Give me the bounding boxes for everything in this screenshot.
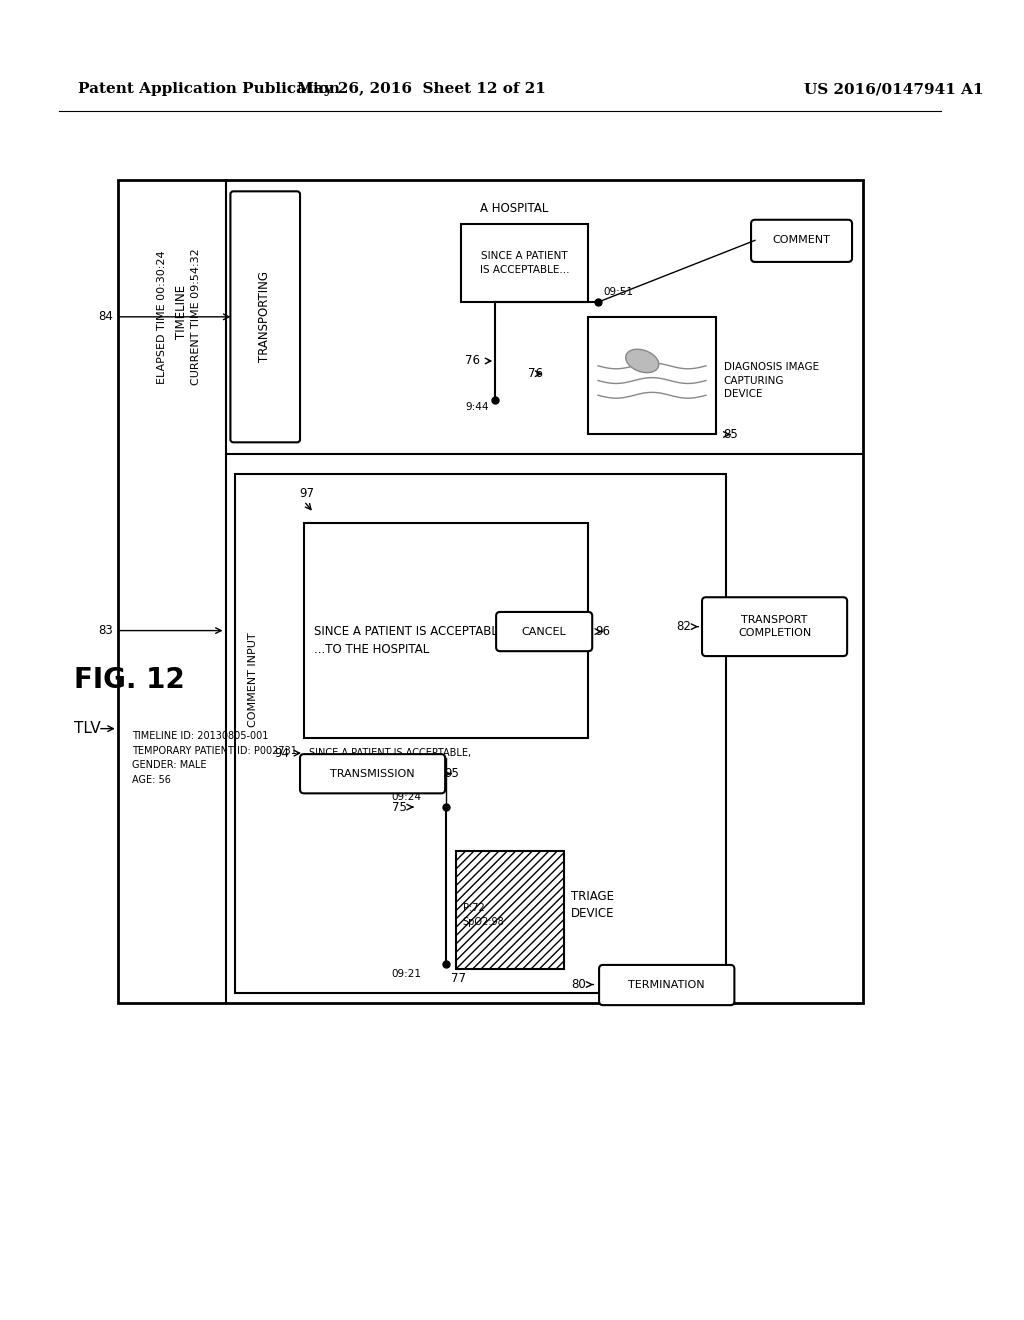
Text: TIMELINE: TIMELINE — [175, 285, 187, 339]
Text: Patent Application Publication: Patent Application Publication — [79, 82, 340, 96]
Bar — [589, 317, 716, 434]
FancyBboxPatch shape — [230, 191, 300, 442]
Ellipse shape — [626, 350, 658, 372]
Text: 94: 94 — [274, 747, 289, 759]
Text: 09:24: 09:24 — [391, 792, 422, 803]
Text: COMMENT: COMMENT — [772, 235, 830, 246]
Text: 77: 77 — [451, 972, 466, 985]
Bar — [456, 851, 564, 969]
Text: 84: 84 — [98, 310, 114, 323]
Text: SINCE A PATIENT
IS ACCEPTABLE...: SINCE A PATIENT IS ACCEPTABLE... — [480, 251, 569, 275]
Text: 75: 75 — [392, 800, 407, 813]
Bar — [304, 523, 589, 738]
Text: TRIAGE
DEVICE: TRIAGE DEVICE — [570, 890, 614, 920]
Text: SINCE A PATIENT IS ACCEPTABLE,: SINCE A PATIENT IS ACCEPTABLE, — [309, 748, 471, 758]
Text: CANCEL: CANCEL — [522, 627, 566, 636]
Text: ELAPSED TIME 00:30:24: ELAPSED TIME 00:30:24 — [157, 249, 167, 384]
Text: 76: 76 — [527, 367, 543, 380]
FancyBboxPatch shape — [300, 754, 445, 793]
Text: DIAGNOSIS IMAGE
CAPTURING
DEVICE: DIAGNOSIS IMAGE CAPTURING DEVICE — [724, 363, 819, 399]
Text: 95: 95 — [444, 767, 459, 780]
Text: May 26, 2016  Sheet 12 of 21: May 26, 2016 Sheet 12 of 21 — [297, 82, 546, 96]
Text: 80: 80 — [571, 978, 587, 991]
Bar — [236, 474, 726, 994]
Text: TRANSPORTING: TRANSPORTING — [258, 272, 271, 362]
FancyBboxPatch shape — [599, 965, 734, 1005]
Text: A HOSPITAL: A HOSPITAL — [480, 202, 549, 215]
Text: 97: 97 — [299, 487, 314, 500]
Text: 09:51: 09:51 — [603, 288, 633, 297]
Text: 9:44: 9:44 — [466, 403, 489, 412]
Text: 83: 83 — [98, 624, 114, 638]
Text: TLV: TLV — [74, 721, 100, 737]
Text: 96: 96 — [595, 626, 610, 638]
Text: COMMENT INPUT: COMMENT INPUT — [248, 632, 258, 727]
Text: 85: 85 — [724, 428, 738, 441]
Bar — [118, 180, 863, 1003]
Text: SINCE A PATIENT IS ACCEPTABLE,
...TO THE HOSPITAL: SINCE A PATIENT IS ACCEPTABLE, ...TO THE… — [313, 624, 509, 656]
Text: 82: 82 — [677, 620, 691, 634]
Text: TRANSMISSION: TRANSMISSION — [331, 768, 415, 779]
FancyBboxPatch shape — [702, 597, 847, 656]
Text: 09:21: 09:21 — [391, 969, 422, 978]
Bar — [461, 223, 589, 302]
Text: CURRENT TIME 09:54:32: CURRENT TIME 09:54:32 — [191, 248, 201, 385]
Text: TRANSPORT
COMPLETION: TRANSPORT COMPLETION — [738, 615, 811, 639]
Text: P:72
SpO2:98: P:72 SpO2:98 — [463, 903, 505, 927]
Text: TIMELINE ID: 20130805-001
TEMPORARY PATIENT ID: P002731
GENDER: MALE
AGE: 56: TIMELINE ID: 20130805-001 TEMPORARY PATI… — [132, 731, 297, 785]
Text: 76: 76 — [466, 355, 480, 367]
Text: FIG. 12: FIG. 12 — [74, 665, 184, 693]
Text: US 2016/0147941 A1: US 2016/0147941 A1 — [804, 82, 984, 96]
Text: TERMINATION: TERMINATION — [629, 979, 706, 990]
FancyBboxPatch shape — [496, 612, 592, 651]
FancyBboxPatch shape — [751, 219, 852, 261]
